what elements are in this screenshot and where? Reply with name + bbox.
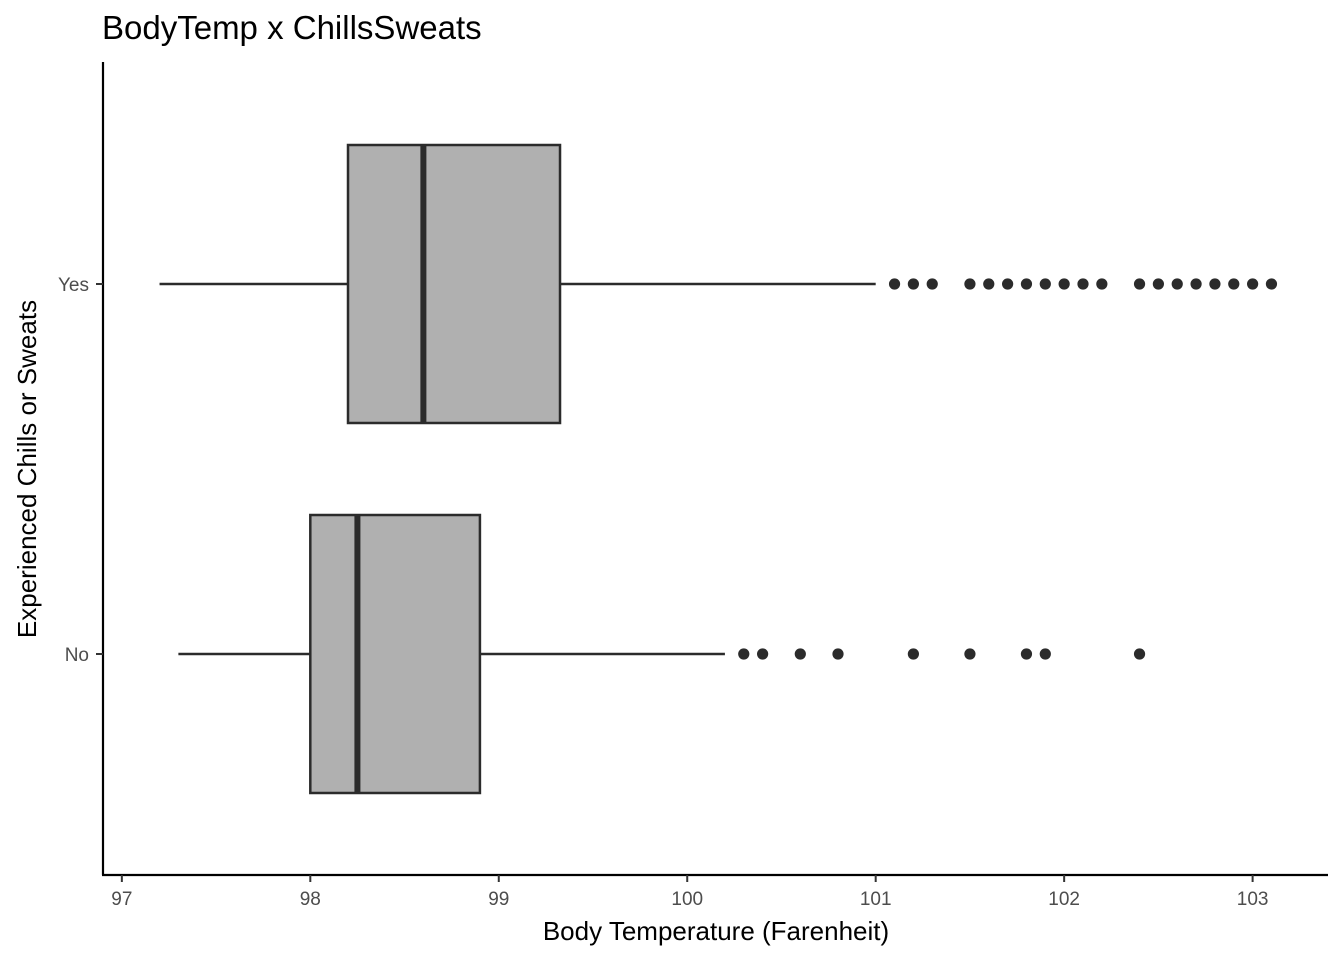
outlier-yes-8 <box>1058 278 1070 290</box>
box-group-yes <box>159 143 1278 425</box>
outlier-yes-17 <box>1247 278 1259 290</box>
outlier-no-7 <box>1039 648 1051 660</box>
outlier-no-2 <box>794 648 806 660</box>
x-tick-label-99: 99 <box>488 889 509 910</box>
x-tick-label-98: 98 <box>300 889 321 910</box>
outlier-yes-6 <box>1020 278 1033 290</box>
outlier-yes-2 <box>926 278 938 290</box>
outlier-yes-11 <box>1133 278 1146 290</box>
outlier-yes-15 <box>1209 278 1221 290</box>
x-axis-ticks: 97 98 99 100 101 102 103 <box>111 875 1268 910</box>
outlier-yes-5 <box>1002 278 1014 290</box>
outlier-yes-10 <box>1096 278 1108 290</box>
outlier-yes-16 <box>1228 278 1240 290</box>
outlier-no-6 <box>1020 648 1033 660</box>
x-tick-label-103: 103 <box>1237 889 1269 910</box>
outlier-yes-14 <box>1190 278 1202 290</box>
outlier-yes-18 <box>1265 278 1278 290</box>
x-tick-label-101: 101 <box>860 889 892 910</box>
box-yes <box>346 143 562 425</box>
outlier-no-3 <box>832 648 844 660</box>
outlier-yes-7 <box>1039 278 1051 290</box>
outlier-yes-1 <box>907 278 919 290</box>
x-axis-title: Body Temperature (Farenheit) <box>543 916 889 946</box>
outlier-yes-3 <box>964 278 976 290</box>
y-axis-ticks: No Yes <box>58 275 103 666</box>
outlier-yes-12 <box>1152 278 1164 290</box>
y-tick-label-yes: Yes <box>58 275 89 296</box>
x-tick-label-100: 100 <box>671 889 703 910</box>
chart-title: BodyTemp x ChillsSweats <box>102 9 482 46</box>
outlier-no-8 <box>1133 648 1146 660</box>
y-axis-title: Experienced Chills or Sweats <box>12 300 42 638</box>
x-tick-label-102: 102 <box>1048 889 1080 910</box>
outlier-yes-4 <box>983 278 995 290</box>
outlier-no-5 <box>964 648 976 660</box>
outlier-no-0 <box>738 648 750 660</box>
outlier-yes-0 <box>888 278 901 290</box>
outlier-yes-13 <box>1171 278 1183 290</box>
box-no <box>309 513 482 795</box>
box-group-no <box>178 513 1146 795</box>
outlier-no-4 <box>907 648 919 660</box>
plot-area <box>159 143 1278 795</box>
outlier-no-1 <box>757 648 769 660</box>
x-tick-label-97: 97 <box>111 889 132 910</box>
y-tick-label-no: No <box>65 645 89 666</box>
outlier-yes-9 <box>1077 278 1089 290</box>
